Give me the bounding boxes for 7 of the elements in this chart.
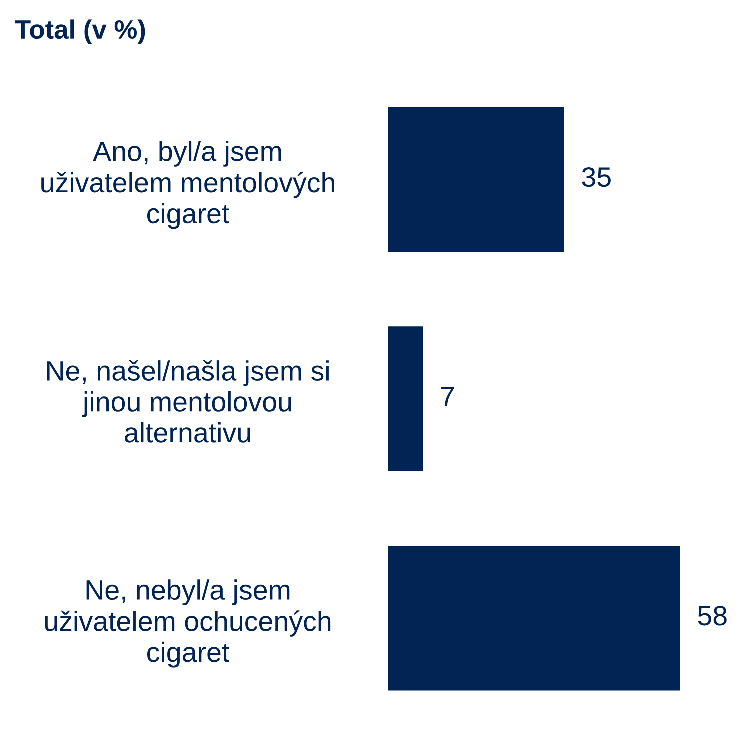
data-label: 7 [441, 387, 454, 406]
y-tick-label: Ne, nebyl/a jsem uživatelem ochucených cigaret [45, 580, 331, 668]
y-tick-label: Ne, našel/našla jsem si jinou mentolovou alternativu [47, 360, 329, 443]
data-label: 58 [698, 606, 727, 626]
data-label: 35 [582, 167, 611, 188]
y-tick-label: Ano, byl/a jsem uživatelem mentolových cigaret [42, 140, 334, 230]
text: Total (v %) [15, 20, 146, 44]
